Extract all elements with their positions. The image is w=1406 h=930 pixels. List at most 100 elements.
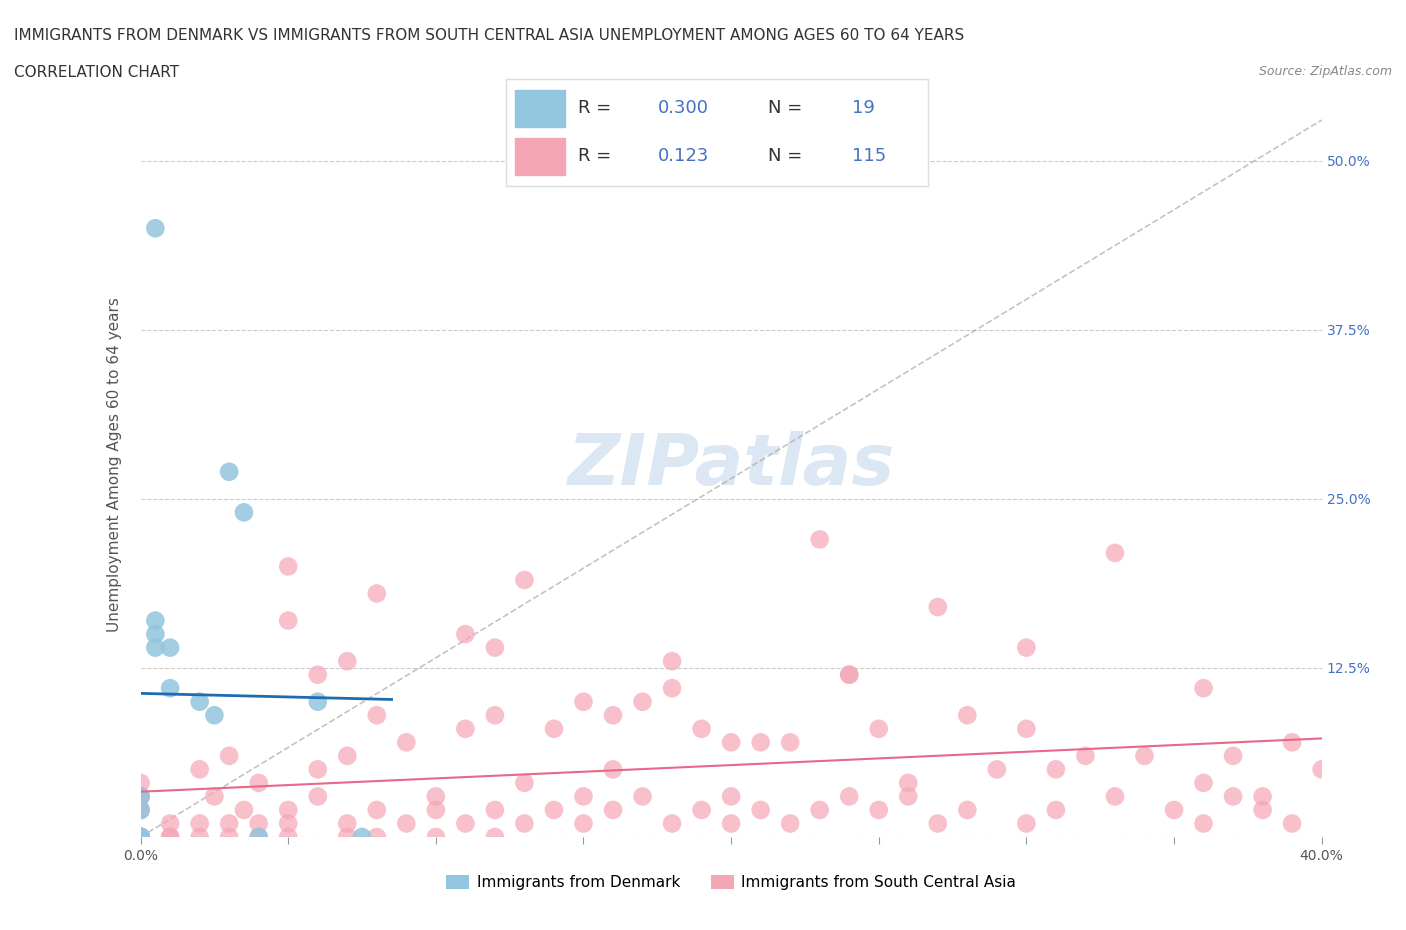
Point <box>218 816 240 830</box>
Point <box>1222 749 1244 764</box>
Point <box>986 762 1008 777</box>
Text: N =: N = <box>768 99 807 117</box>
Point <box>277 816 299 830</box>
Point <box>129 830 152 844</box>
Point <box>366 830 388 844</box>
Point <box>808 532 831 547</box>
Point <box>307 789 329 804</box>
Point <box>307 762 329 777</box>
Point <box>1251 803 1274 817</box>
Point <box>484 640 506 655</box>
Point <box>779 735 801 750</box>
Point <box>218 464 240 479</box>
Point <box>188 695 211 710</box>
Point <box>336 816 359 830</box>
Point <box>277 803 299 817</box>
Point <box>690 722 713 737</box>
Y-axis label: Unemployment Among Ages 60 to 64 years: Unemployment Among Ages 60 to 64 years <box>107 298 122 632</box>
Point <box>277 830 299 844</box>
Point <box>159 830 181 844</box>
Point <box>247 830 270 844</box>
Point <box>720 735 742 750</box>
Point <box>247 830 270 844</box>
Point <box>602 762 624 777</box>
Point <box>129 789 152 804</box>
Point <box>661 681 683 696</box>
Point <box>838 667 860 682</box>
Point <box>129 830 152 844</box>
Point <box>956 803 979 817</box>
Point <box>336 749 359 764</box>
Text: R =: R = <box>578 147 617 165</box>
Point <box>602 803 624 817</box>
Point <box>720 816 742 830</box>
Text: ZIPatlas: ZIPatlas <box>568 431 894 499</box>
Text: 0.300: 0.300 <box>658 99 709 117</box>
Point <box>129 776 152 790</box>
Point <box>159 681 181 696</box>
Text: Source: ZipAtlas.com: Source: ZipAtlas.com <box>1258 65 1392 78</box>
Point <box>1045 803 1067 817</box>
Point <box>145 220 166 235</box>
Point <box>1133 749 1156 764</box>
Point <box>395 816 418 830</box>
Point <box>395 735 418 750</box>
Point <box>1310 762 1333 777</box>
Text: R =: R = <box>578 99 617 117</box>
Point <box>188 762 211 777</box>
Point <box>129 803 152 817</box>
Point <box>129 830 152 844</box>
Point <box>868 803 890 817</box>
Point <box>1045 762 1067 777</box>
Point <box>425 803 447 817</box>
Point <box>1251 789 1274 804</box>
Point <box>484 803 506 817</box>
Point <box>145 627 166 642</box>
Point <box>868 722 890 737</box>
Point <box>307 667 329 682</box>
Point <box>749 735 772 750</box>
Point <box>454 816 477 830</box>
Point <box>129 830 152 844</box>
Point <box>129 789 152 804</box>
Point <box>956 708 979 723</box>
Point <box>1074 749 1097 764</box>
Point <box>129 830 152 844</box>
Point <box>897 776 920 790</box>
Point <box>927 600 949 615</box>
Point <box>838 667 860 682</box>
Point <box>543 803 565 817</box>
Point <box>129 830 152 844</box>
Point <box>661 654 683 669</box>
Point <box>1192 816 1215 830</box>
Point <box>247 816 270 830</box>
Point <box>145 613 166 628</box>
Point <box>1163 803 1185 817</box>
Bar <box>515 90 565 127</box>
Point <box>572 816 595 830</box>
Point <box>1192 681 1215 696</box>
Point <box>129 830 152 844</box>
Point <box>1015 816 1038 830</box>
Point <box>188 816 211 830</box>
Point <box>543 722 565 737</box>
Point <box>336 654 359 669</box>
Point <box>425 789 447 804</box>
Point <box>129 830 152 844</box>
Point <box>233 505 256 520</box>
Point <box>690 803 713 817</box>
Point <box>808 803 831 817</box>
Point <box>159 816 181 830</box>
Point <box>631 695 654 710</box>
Point <box>454 627 477 642</box>
Point <box>631 789 654 804</box>
Point <box>720 789 742 804</box>
Point <box>484 708 506 723</box>
Text: 0.123: 0.123 <box>658 147 710 165</box>
Point <box>129 830 152 844</box>
Point <box>218 749 240 764</box>
Point <box>602 708 624 723</box>
Point <box>484 830 506 844</box>
Point <box>233 803 256 817</box>
Text: 19: 19 <box>852 99 875 117</box>
